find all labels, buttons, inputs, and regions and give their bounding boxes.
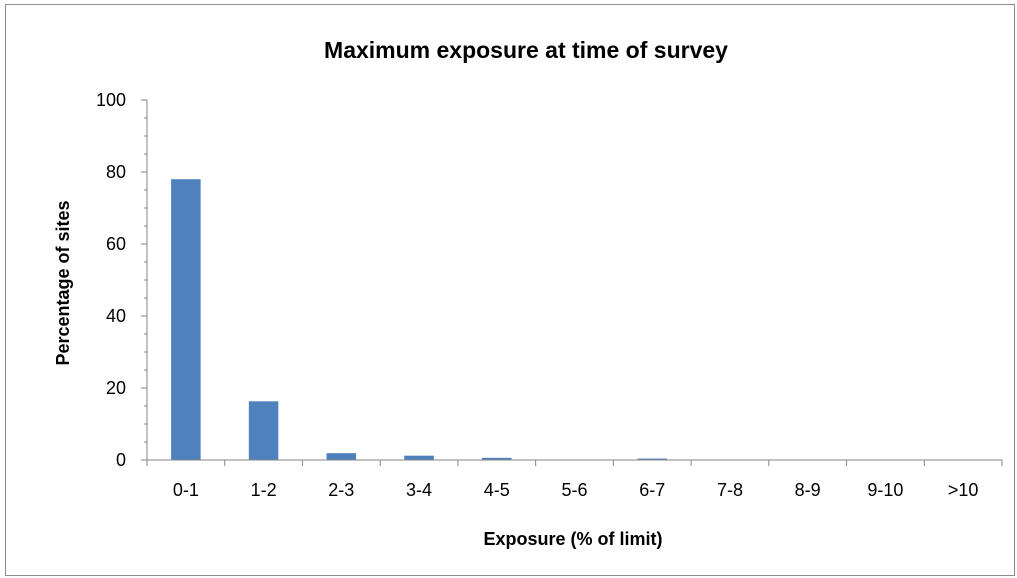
bar-6-7: [637, 458, 667, 460]
x-tick-label: 9-10: [867, 480, 903, 500]
y-tick-label: 100: [96, 90, 126, 110]
bar-1-2: [248, 401, 279, 460]
x-tick-label: 5-6: [561, 480, 587, 500]
y-tick-label: 80: [106, 162, 126, 182]
plot-area: 0 20 40 60 80 100 0-1 1-2 2-3 3-4 4-5 5-6 6-7 7-8 8-9 9…: [96, 90, 1003, 500]
x-axis-label: Exposure (% of limit): [483, 529, 662, 549]
chart-title: Maximum exposure at time of survey: [324, 37, 728, 63]
x-tick-label: 2-3: [328, 480, 354, 500]
x-tick-label: 1-2: [251, 480, 277, 500]
x-tick-label: 0-1: [173, 480, 199, 500]
x-tick-label: >10: [948, 480, 979, 500]
chart-frame: Maximum exposure at time of survey 0 20 40…: [5, 4, 1015, 576]
bar-4-5: [482, 457, 512, 460]
x-tick-label: 4-5: [484, 480, 510, 500]
x-tick-label: 6-7: [639, 480, 665, 500]
y-tick-label: 60: [106, 234, 126, 254]
bar-3-4: [404, 455, 434, 460]
x-tick-label: 3-4: [406, 480, 432, 500]
bar-0-1: [171, 179, 201, 460]
y-tick-label: 0: [116, 450, 126, 470]
y-tick-label: 20: [106, 378, 126, 398]
x-tick-label: 8-9: [795, 480, 821, 500]
chart-svg: Maximum exposure at time of survey 0 20 40…: [53, 37, 1003, 549]
y-axis-label: Percentage of sites: [53, 200, 73, 365]
x-tick-label: 7-8: [717, 480, 743, 500]
y-tick-label: 40: [106, 306, 126, 326]
bar-2-3: [326, 453, 357, 460]
